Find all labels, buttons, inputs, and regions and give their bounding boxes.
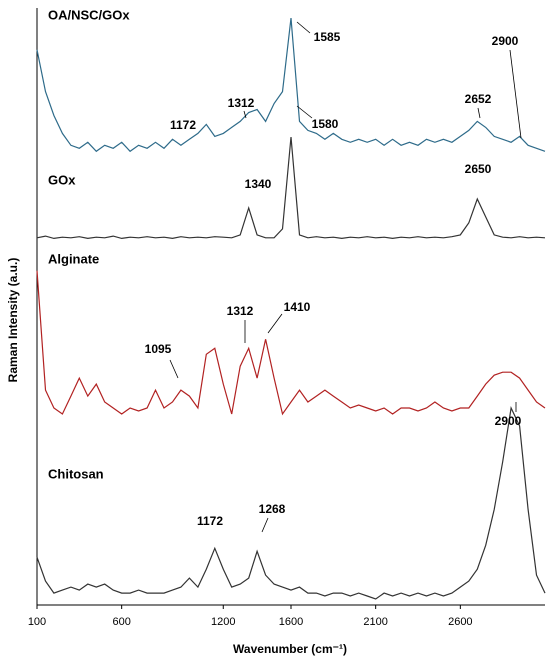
x-tick-label: 2600 <box>448 616 472 628</box>
leader-line <box>267 313 283 334</box>
series-label: Alginate <box>48 251 99 266</box>
leader-line <box>169 359 179 379</box>
peak-label: 2652 <box>465 92 492 106</box>
peak-label: 2900 <box>495 414 522 428</box>
peak-label: 1172 <box>197 514 223 528</box>
peak-label: 1312 <box>228 96 255 110</box>
x-tick-label: 1600 <box>279 616 303 628</box>
leader-line <box>296 105 313 119</box>
x-tick-label: 100 <box>28 616 46 628</box>
leader-line <box>477 107 481 119</box>
series-label: Chitosan <box>48 466 104 481</box>
peak-label: 1580 <box>312 117 339 131</box>
peak-label: 1340 <box>245 177 272 191</box>
x-axis-label: Wavenumber (cm⁻¹) <box>233 642 347 656</box>
peak-label: 2900 <box>492 34 519 48</box>
peak-label: 1172 <box>170 118 196 132</box>
peak-label: 1410 <box>284 300 311 314</box>
peak-label: 1268 <box>259 502 286 516</box>
spectrum-line <box>36 405 546 600</box>
series-label: OA/NSC/GOx <box>48 7 130 22</box>
leader-line <box>296 21 311 34</box>
spectrum-line <box>36 270 546 416</box>
peak-label: 1312 <box>227 304 254 318</box>
spectrum-line <box>36 18 546 153</box>
x-tick-label: 1200 <box>211 616 235 628</box>
x-tick-label: 2100 <box>363 616 387 628</box>
leader-line <box>261 517 269 533</box>
spectrum-line <box>36 136 546 240</box>
peak-label: 2650 <box>465 162 492 176</box>
series-label: GOx <box>48 172 76 187</box>
leader-line <box>509 49 522 139</box>
peak-label: 1585 <box>314 30 341 44</box>
leader-line <box>243 110 247 119</box>
x-tick-label: 600 <box>112 616 130 628</box>
peak-label: 1095 <box>145 342 172 356</box>
y-axis-label: Raman Intensity (a.u.) <box>6 258 20 383</box>
